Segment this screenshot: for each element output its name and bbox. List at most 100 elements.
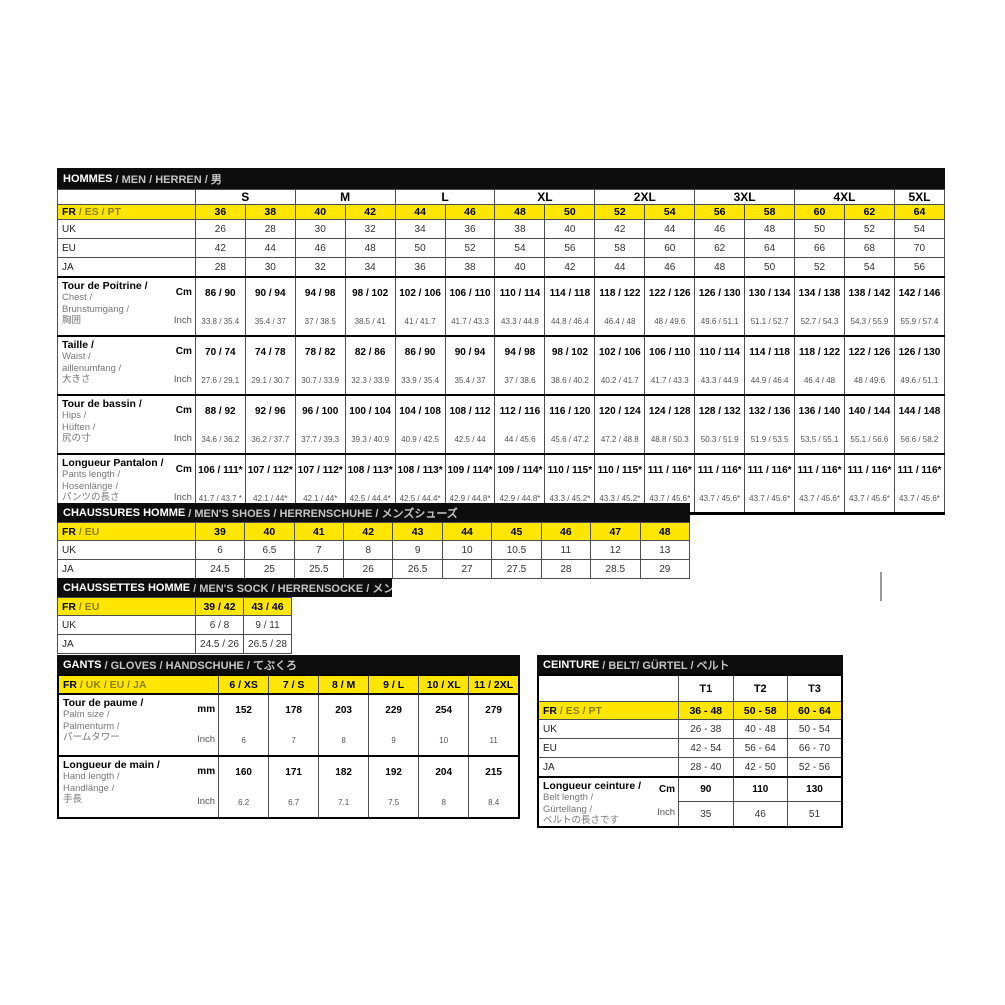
hommes-title-translations: / MEN / HERREN / 男 (115, 173, 222, 186)
value-pair: 94 / 98 37 / 38.5 (296, 279, 344, 335)
measurement-value-cell: 70 / 74 27.6 / 29.1 (194, 335, 246, 396)
mens-socks-table-section: CHAUSSETTES HOMME / MEN'S SOCK / HERRENS… (57, 578, 392, 654)
value-pair: 107 / 112* 42.1 / 44* (296, 456, 344, 512)
value-cell: 6.5 (244, 540, 295, 560)
size-cell: 46 (540, 522, 592, 541)
value-pair: 160 6.2 (220, 758, 268, 817)
value-top: 128 / 132 (698, 405, 741, 417)
belt-inch-cell: 35 (678, 801, 734, 828)
value-top: 92 / 96 (254, 405, 286, 417)
measurement-name: Longueur Pantalon / (62, 457, 164, 469)
measurement-value-cell: 106 / 110 41.7 / 43.3 (644, 335, 696, 396)
value-pair: 86 / 90 33.8 / 35.4 (196, 279, 244, 335)
value-top: 126 / 130 (898, 346, 941, 358)
measurement-value-cell: 171 6.7 (268, 755, 320, 819)
value-bottom: 34.6 / 36.2 (201, 434, 240, 444)
value-top: 111 / 116* (847, 464, 892, 476)
value-bottom: 9 (391, 735, 396, 745)
value-top: 116 / 120 (549, 405, 591, 417)
value-cell: 48 (744, 219, 796, 239)
measurement-value-cell: 178 7 (268, 693, 320, 757)
socks-title-translations: / MEN'S SOCK / HERRENSOCKE / メンズソックス (193, 582, 392, 595)
value-top: 107 / 112* (297, 464, 343, 476)
value-bottom: 43.7 / 45.6* (799, 493, 840, 503)
value-cell: 44 (594, 257, 646, 278)
value-cell: 46 (294, 238, 346, 258)
measurement-value-cell: 108 / 112 42.5 / 44 (444, 394, 496, 455)
table-row: Taille / Waist / aillenumfang / 大きさ Cm Inch 70… (57, 335, 946, 396)
region-label-primary: FR (62, 600, 76, 613)
value-cell: 42 - 54 (678, 738, 734, 758)
table-row: JA 28 - 40 42 - 50 52 - 56 (537, 757, 843, 778)
value-pair: 111 / 116* 43.7 / 45.6* (696, 456, 744, 512)
value-bottom: 48.8 / 50.3 (650, 434, 689, 444)
value-cell: 64 (744, 238, 796, 258)
value-cell: 54 (893, 219, 946, 239)
value-cell: 11 (540, 540, 592, 560)
measurement-name-translation: ベルトの長さです (543, 814, 620, 826)
value-cell: 56 (544, 238, 596, 258)
value-cell: 7 (293, 540, 345, 560)
measurement-value-cell: 104 / 108 40.9 / 42.5 (394, 394, 446, 455)
value-top: 94 / 98 (504, 346, 536, 358)
row-label: UK (57, 219, 196, 239)
belt-cm-cell: 130 (786, 776, 843, 802)
measurement-name-translation: Chest / (62, 292, 93, 304)
belt-table: T1 T2 T3 FR / ES / PT 36 - 48 50 - 58 60 - 64 U… (537, 674, 843, 828)
measurement-name-translation: 手長 (63, 793, 83, 805)
table-row: Tour de bassin / Hips / Hüften / 尻の寸 Cm Inch 8… (57, 394, 946, 455)
value-top: 118 / 122 (798, 346, 841, 358)
measurement-value-cell: 100 / 104 39.3 / 40.9 (344, 394, 396, 455)
measurement-name: Tour de paume / (63, 697, 144, 709)
measurement-value-cell: 132 / 136 51.9 / 53.5 (744, 394, 796, 455)
measurement-value-cell: 192 7.5 (368, 755, 420, 819)
value-cell: 50 - 54 (786, 719, 843, 739)
value-bottom: 48 / 49.6 (654, 316, 686, 326)
region-label-primary: FR (543, 704, 557, 717)
value-bottom: 47.2 / 48.8 (600, 434, 639, 444)
size-cell: 39 / 42 (195, 597, 244, 616)
value-bottom: 37.7 / 39.3 (301, 434, 340, 444)
hommes-title: HOMMES (63, 172, 113, 185)
size-cell: 54 (644, 204, 696, 220)
value-pair: 128 / 132 50.3 / 51.9 (696, 397, 744, 453)
value-cell: 12 (590, 540, 641, 560)
size-cell: 11 / 2XL (468, 674, 520, 695)
value-bottom: 7.5 (388, 797, 400, 807)
value-cell: 32 (344, 219, 396, 239)
table-row: S M L XL 2XL 3XL 4XL 5XL (57, 189, 946, 205)
value-bottom: 35.4 / 37 (454, 375, 486, 385)
size-cell: 64 (893, 204, 946, 220)
measurement-value-cell: 111 / 116* 43.7 / 45.6* (794, 453, 845, 514)
measurement-value-cell: 88 / 92 34.6 / 36.2 (194, 394, 246, 455)
value-pair: 100 / 104 39.3 / 40.9 (346, 397, 394, 453)
value-pair: 110 / 114 43.3 / 44.8 (496, 279, 544, 335)
value-bottom: 41.7 / 43.3 (650, 375, 689, 385)
value-pair: 88 / 92 34.6 / 36.2 (196, 397, 244, 453)
size-cell: 9 / L (368, 674, 420, 695)
measurement-label-wrap: Tour de paume / Palm size / Palmenturm / パー… (59, 696, 218, 754)
region-label-secondary: / ES / PT (557, 704, 602, 717)
value-top: 152 (235, 705, 252, 717)
measurement-value-cell: 254 10 (418, 693, 470, 757)
value-top: 204 (435, 767, 453, 779)
belt-table-section: CEINTURE / BELT/ GÜRTEL / ベルト T1 T2 T3 FR /… (537, 655, 843, 828)
measurement-value-cell: 126 / 130 49.6 / 51.1 (893, 335, 946, 396)
value-cell: 56 (893, 257, 946, 278)
value-top: 203 (335, 705, 352, 717)
value-top: 254 (435, 705, 453, 717)
belt-inch-cell: 51 (786, 801, 843, 828)
value-cell: 34 (344, 257, 396, 278)
mens-shoes-table: FR / EU 39 40 41 42 43 44 45 46 47 48 UK 6 6.5 7 8 9 10 10… (57, 522, 690, 579)
measurement-value-cell: 120 / 124 47.2 / 48.8 (594, 394, 646, 455)
measurement-value-cell: 160 6.2 (218, 755, 270, 819)
value-cell: 26 - 38 (678, 719, 734, 739)
value-cell: 54 (843, 257, 895, 278)
value-pair: 111 / 116* 43.7 / 45.6* (895, 456, 943, 512)
value-bottom: 49.6 / 51.1 (900, 375, 939, 385)
row-label: UK (57, 540, 196, 560)
value-pair: 132 / 136 51.9 / 53.5 (746, 397, 794, 453)
measurement-value-cell: 128 / 132 50.3 / 51.9 (694, 394, 746, 455)
value-pair: 118 / 122 46.4 / 48 (796, 338, 844, 394)
value-pair: 279 11 (470, 696, 518, 755)
